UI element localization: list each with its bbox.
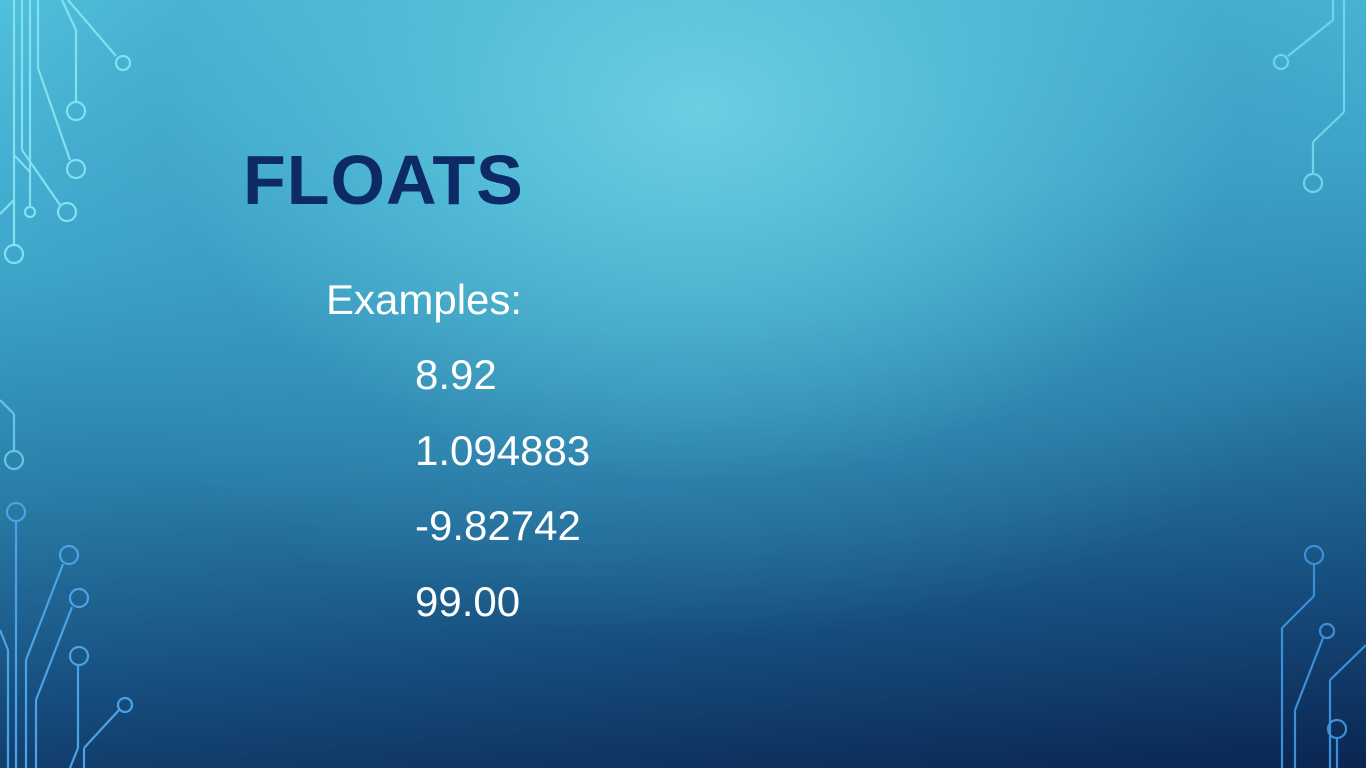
circuit-top-right xyxy=(1272,0,1346,194)
circuit-bottom-left xyxy=(0,501,134,768)
example-value: 8.92 xyxy=(415,351,497,398)
example-value: 1.094883 xyxy=(415,426,591,474)
circuit-bottom-right xyxy=(1280,544,1366,768)
example-value: 99.00 xyxy=(415,577,521,625)
slide-body: Examples: 8.92 1.094883 -9.82742 99.00 xyxy=(326,272,590,649)
slide-title: FLOATS xyxy=(243,141,524,219)
examples-label: Examples: xyxy=(326,276,523,323)
circuit-left-middle xyxy=(0,399,25,471)
circuit-top-left xyxy=(0,0,132,265)
example-value: -9.82742 xyxy=(415,502,581,549)
